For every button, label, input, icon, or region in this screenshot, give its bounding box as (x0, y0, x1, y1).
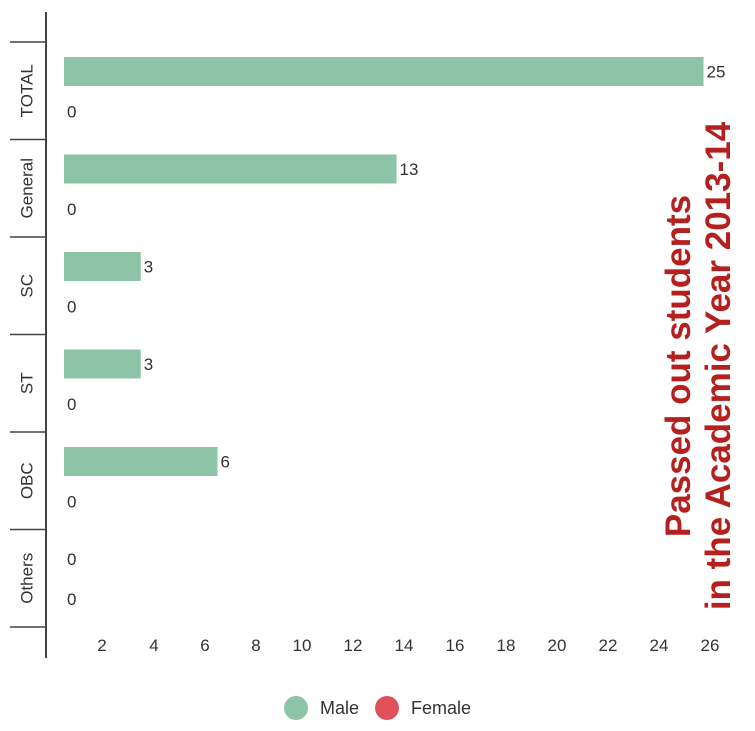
x-tick-label: 12 (344, 636, 363, 655)
data-label-female-others: 0 (67, 590, 76, 609)
category-label-total: TOTAL (17, 64, 36, 117)
category-label-others: Others (17, 553, 36, 604)
x-tick-labels: 2 4 6 8 10 12 14 16 18 20 22 24 26 (97, 636, 719, 655)
data-label-male-sc: 3 (144, 258, 153, 277)
x-tick-label: 8 (251, 636, 260, 655)
legend-item-female[interactable]: Female (374, 696, 472, 720)
legend: Male Female (0, 696, 755, 720)
x-tick-label: 4 (149, 636, 158, 655)
bar-male-sc[interactable] (64, 252, 141, 281)
x-tick-label: 6 (200, 636, 209, 655)
data-label-female-sc: 0 (67, 298, 76, 317)
data-label-female-obc: 0 (67, 493, 76, 512)
bar-male-total[interactable] (64, 57, 704, 86)
category-label-st: ST (17, 372, 36, 394)
x-tick-label: 10 (293, 636, 312, 655)
x-tick-label: 18 (497, 636, 516, 655)
legend-label-male: Male (319, 697, 359, 718)
category-labels: TOTAL General SC ST OBC Others (17, 64, 36, 604)
legend-item-male[interactable]: Male (283, 696, 359, 720)
category-label-obc: OBC (17, 462, 36, 499)
data-label-female-total: 0 (67, 103, 76, 122)
data-label-female-general: 0 (67, 200, 76, 219)
data-label-female-st: 0 (67, 395, 76, 414)
axes (10, 12, 47, 658)
legend-label-female: Female (410, 697, 472, 718)
x-tick-label: 2 (97, 636, 106, 655)
data-label-male-st: 3 (144, 355, 153, 374)
x-tick-label: 22 (599, 636, 618, 655)
data-label-male-obc: 6 (220, 453, 229, 472)
legend-swatch-male (283, 696, 308, 720)
x-tick-label: 24 (650, 636, 669, 655)
x-tick-label: 14 (395, 636, 414, 655)
chart-title-line-1: Passed out students (659, 195, 698, 537)
chart-title-line-2: in the Academic Year 2013-14 (699, 121, 738, 610)
bar-male-general[interactable] (64, 154, 397, 184)
category-label-general: General (17, 158, 36, 218)
data-label-male-total: 25 (707, 63, 726, 82)
bars: 25 0 13 0 3 0 3 0 6 0 0 0 (64, 57, 725, 609)
x-tick-label: 16 (446, 636, 465, 655)
data-label-male-general: 13 (400, 160, 419, 179)
category-label-sc: SC (17, 274, 36, 298)
bar-male-obc[interactable] (64, 447, 218, 476)
data-label-male-others: 0 (67, 550, 76, 569)
x-tick-label: 20 (548, 636, 567, 655)
bar-male-st[interactable] (64, 349, 141, 379)
legend-swatch-female (374, 696, 399, 720)
x-tick-label: 26 (701, 636, 720, 655)
